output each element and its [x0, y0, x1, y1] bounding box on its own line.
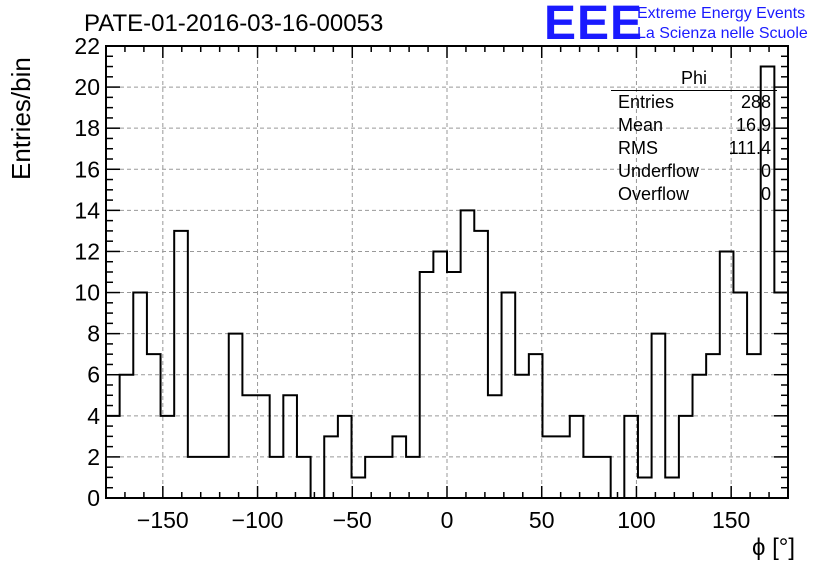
x-axis-label: ϕ [°]: [752, 534, 796, 561]
y-tick-label: 6: [87, 362, 100, 388]
stats-row-mean: Mean 16.9: [611, 114, 777, 137]
y-tick-label: 8: [87, 321, 100, 347]
eee-logo: EEE: [544, 0, 644, 50]
y-tick-label: 0: [87, 485, 100, 511]
x-tick-label: 0: [441, 507, 454, 533]
stats-label: Underflow: [618, 161, 700, 181]
stats-value: 288: [740, 92, 771, 112]
stats-label: Mean: [618, 115, 664, 135]
x-tick-label: 100: [617, 507, 655, 533]
y-tick-label: 10: [74, 280, 100, 306]
stats-value: 0: [760, 184, 771, 204]
stats-row-entries: Entries 288: [611, 91, 777, 114]
y-axis-label: Entries/bin: [6, 57, 36, 180]
y-tick-label: 20: [74, 74, 100, 100]
stats-label: Entries: [618, 92, 675, 112]
y-tick-label: 2: [87, 444, 100, 470]
stats-row-underflow: Underflow 0: [611, 160, 777, 183]
x-axis-ticks: −150 −100 −50 0 50 100 150: [105, 46, 789, 533]
stats-value: 111.4: [728, 138, 771, 158]
eee-logo-text: Extreme Energy Events La Scienza nelle S…: [637, 4, 808, 44]
y-axis-ticks: 0 2 4 6 8 10 12 14 16 18 20 22: [74, 33, 788, 511]
y-tick-label: 22: [74, 33, 100, 59]
logo-line-1: Extreme Energy Events: [637, 5, 806, 22]
y-tick-label: 4: [87, 403, 100, 429]
stats-label: RMS: [618, 138, 658, 158]
logo-line-2: La Scienza nelle Scuole: [637, 25, 808, 42]
x-tick-label: −100: [232, 507, 284, 533]
stats-row-rms: RMS 111.4: [611, 137, 777, 160]
histogram-line: [106, 65, 788, 499]
x-tick-label: 150: [712, 507, 750, 533]
y-tick-label: 16: [74, 156, 100, 182]
chart-title: PATE-01-2016-03-16-00053: [84, 10, 384, 37]
stats-value: 16.9: [735, 115, 771, 135]
stats-label: Overflow: [618, 184, 690, 204]
stats-box: Phi Entries 288 Mean 16.9 RMS 111.4 Unde…: [611, 66, 777, 206]
y-tick-label: 18: [74, 115, 100, 141]
x-tick-label: 50: [529, 507, 555, 533]
stats-title: Phi: [611, 66, 777, 91]
x-tick-label: −150: [137, 507, 189, 533]
stats-value: 0: [760, 161, 771, 181]
y-tick-label: 14: [74, 197, 100, 223]
y-tick-label: 12: [74, 238, 100, 264]
x-tick-label: −50: [333, 507, 372, 533]
stats-row-overflow: Overflow 0: [611, 183, 777, 206]
